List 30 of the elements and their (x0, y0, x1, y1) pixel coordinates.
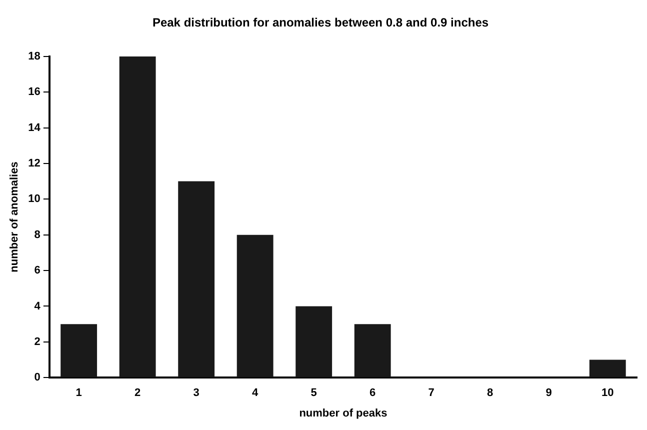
x-tick-label: 6 (370, 387, 376, 400)
x-tick-label: 8 (487, 387, 494, 400)
chart-title: Peak distribution for anomalies between 0.8 and 0.9 inches (152, 16, 489, 30)
x-tick-label: 10 (601, 387, 614, 400)
x-tick-label: 4 (252, 387, 260, 400)
y-axis-title: number of anomalies (8, 162, 21, 272)
y-tick-label: 2 (34, 336, 40, 348)
bar (178, 181, 215, 378)
y-tick-label: 12 (28, 158, 40, 170)
x-tick-label: 1 (76, 387, 82, 400)
y-tick-label: 16 (28, 86, 40, 98)
x-tick-label: 9 (546, 387, 552, 400)
x-tick-label: 5 (310, 387, 317, 400)
bar (354, 324, 391, 378)
x-tick-label: 7 (428, 387, 434, 400)
bar (119, 56, 156, 378)
y-tick-label: 6 (34, 264, 40, 277)
y-tick-label: 4 (34, 300, 42, 312)
y-tick-label: 8 (34, 228, 40, 241)
x-axis-title: number of peaks (299, 407, 388, 420)
x-tick-label: 3 (193, 387, 200, 400)
bar (60, 324, 98, 378)
bar (589, 360, 626, 378)
y-tick-label: 10 (28, 193, 40, 206)
bar (296, 306, 332, 378)
y-tick-label: 14 (28, 122, 42, 134)
y-tick-label: 18 (28, 50, 40, 62)
y-tick-label: 0 (34, 372, 40, 384)
bar (236, 234, 274, 378)
x-tick-label: 2 (134, 387, 141, 400)
